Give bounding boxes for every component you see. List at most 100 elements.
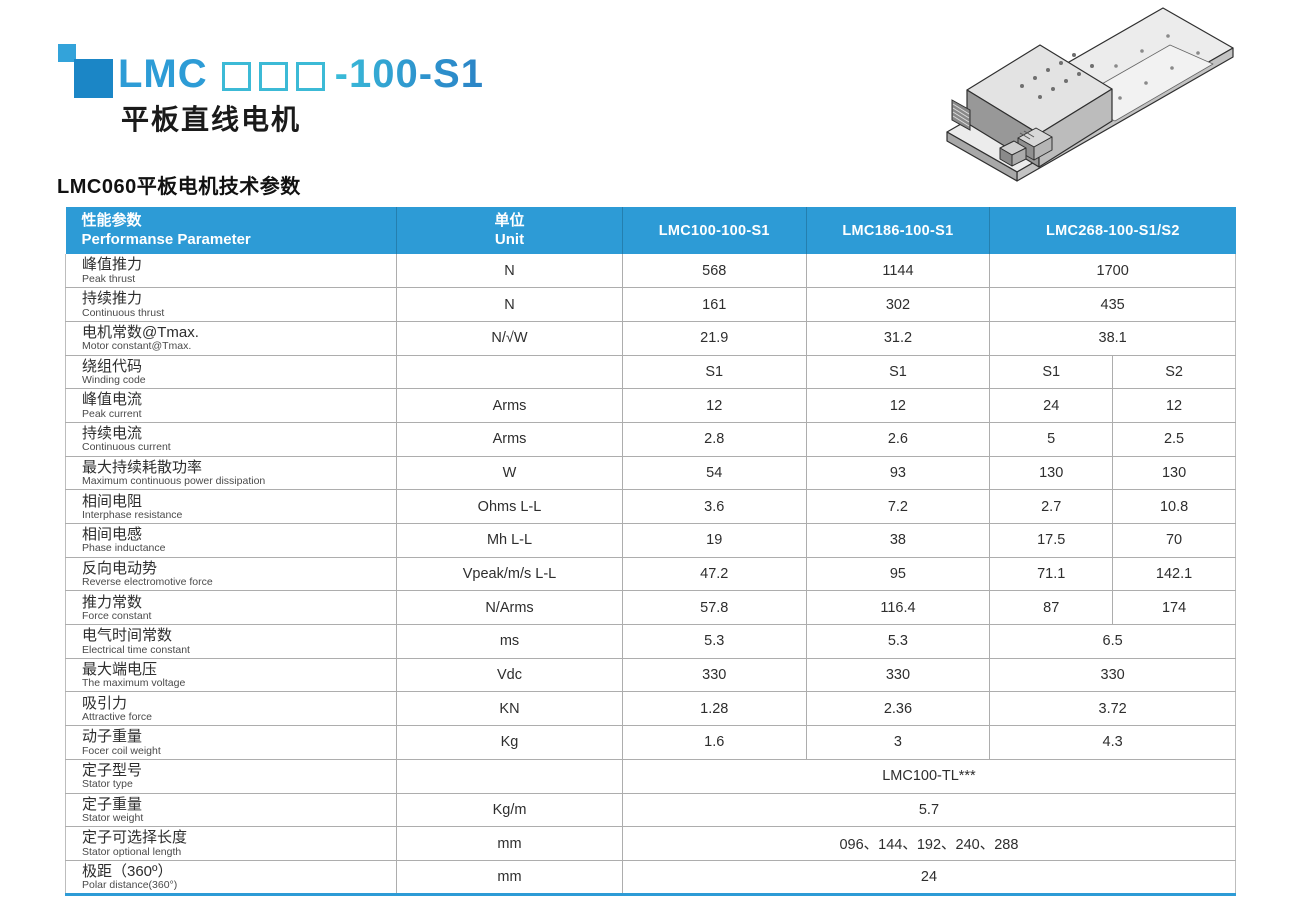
parameter-label-zh: 绕组代码 xyxy=(82,357,143,375)
table-row: 电机常数@Tmax. Motor constant@Tmax. N/√W 21.9 31… xyxy=(64,321,1236,356)
table-row: 吸引力 Attractive force KN 1.28 2.36 3.72 xyxy=(64,691,1236,727)
value-cell: 2.5 xyxy=(1112,422,1236,457)
value-cell: 2.7 xyxy=(989,489,1114,524)
parameter-cell: 绕组代码 Winding code xyxy=(64,355,398,390)
parameter-label-en: Force constant xyxy=(82,609,152,622)
unit-cell: KN xyxy=(396,691,623,727)
parameter-cell: 定子重量 Stator weight xyxy=(64,793,398,828)
value-cell: 38 xyxy=(805,523,991,558)
value-cell: 31.2 xyxy=(805,321,991,356)
unit-cell: W xyxy=(396,456,623,491)
parameter-label-zh: 定子重量 xyxy=(82,795,143,813)
product-subtitle: 平板直线电机 xyxy=(121,104,302,135)
parameter-cell: 持续推力 Continuous thrust xyxy=(64,287,398,322)
header-model-lmc186: LMC186-100-S1 xyxy=(805,207,990,254)
unit-cell: ms xyxy=(396,624,623,659)
table-row: 电气时间常数 Electrical time constant ms 5.3 5.3 6.… xyxy=(64,624,1236,659)
model-placeholder-box-icon xyxy=(258,61,288,91)
table-row: 持续电流 Continuous current Arms 2.8 2.6 5 2.5 xyxy=(64,422,1236,457)
product-title: LMC -100-S1 xyxy=(118,48,484,100)
table-row: 持续推力 Continuous thrust N 161 302 435 xyxy=(64,287,1236,322)
parameter-label-en: Winding code xyxy=(82,374,146,387)
value-cell: 3.72 xyxy=(989,691,1236,727)
logo-large-square xyxy=(74,59,113,98)
value-cell: 21.9 xyxy=(621,321,807,356)
header-unit-zh: 单位 xyxy=(494,211,525,229)
parameter-label-zh: 反向电动势 xyxy=(82,559,158,577)
unit-cell: N xyxy=(396,287,623,322)
parameter-label-zh: 相间电感 xyxy=(82,526,143,544)
value-cell: 174 xyxy=(1112,590,1236,626)
parameter-label-en: Attractive force xyxy=(82,710,153,723)
value-cell: 3 xyxy=(805,725,991,760)
header-parameter-zh: 性能参数 xyxy=(81,211,142,229)
parameter-label-en: Continuous current xyxy=(82,441,171,454)
parameter-label-zh: 动子重量 xyxy=(82,728,143,746)
parameter-label-zh: 峰值推力 xyxy=(82,256,143,274)
value-cell: S1 xyxy=(621,355,807,390)
parameter-label-zh: 持续推力 xyxy=(82,290,143,308)
value-cell: 2.36 xyxy=(805,691,991,727)
parameter-cell: 极距（360º） Polar distance(360°) xyxy=(64,860,398,896)
parameter-cell: 推力常数 Force constant xyxy=(64,590,398,626)
spec-table-container: 性能参数 Performanse Parameter 单位 Unit LMC10… xyxy=(64,207,1237,897)
value-cell: 5.3 xyxy=(805,624,991,659)
header-parameter: 性能参数 Performanse Parameter xyxy=(65,207,397,254)
parameter-label-en: Focer coil weight xyxy=(82,744,161,757)
parameter-label-zh: 峰值电流 xyxy=(82,391,143,409)
table-row: 绕组代码 Winding code S1 S1 S1 S2 xyxy=(64,355,1236,390)
value-cell: 57.8 xyxy=(621,590,807,626)
value-cell: 568 xyxy=(621,254,807,289)
value-cell: 1.6 xyxy=(621,725,807,760)
unit-cell: Vdc xyxy=(396,658,623,693)
unit-cell: N xyxy=(396,254,623,289)
model-placeholder-box-icon xyxy=(221,61,251,91)
parameter-cell: 定子可选择长度 Stator optional length xyxy=(64,826,398,861)
value-cell: 1.28 xyxy=(621,691,807,727)
parameter-label-en: Peak current xyxy=(82,407,142,420)
value-cell: 38.1 xyxy=(989,321,1236,356)
parameter-label-en: Continuous thrust xyxy=(82,306,165,319)
unit-cell xyxy=(396,355,623,390)
parameter-cell: 峰值推力 Peak thrust xyxy=(64,254,398,289)
parameter-cell: 吸引力 Attractive force xyxy=(64,691,398,727)
value-cell: 19 xyxy=(621,523,807,558)
value-cell: S1 xyxy=(989,355,1114,390)
table-row: 相间电感 Phase inductance Mh L-L 19 38 17.5 70 xyxy=(64,523,1236,558)
parameter-label-en: Electrical time constant xyxy=(82,643,190,656)
parameter-label-zh: 电机常数@Tmax. xyxy=(82,324,199,342)
parameter-cell: 相间电感 Phase inductance xyxy=(64,523,398,558)
unit-cell: N/√W xyxy=(396,321,623,356)
parameter-cell: 相间电阻 Interphase resistance xyxy=(64,489,398,524)
value-cell: 130 xyxy=(1112,456,1236,491)
value-cell: 47.2 xyxy=(621,557,807,592)
value-cell: 161 xyxy=(621,287,807,322)
unit-cell: Arms xyxy=(396,422,623,457)
value-cell: 1144 xyxy=(805,254,991,289)
product-title-prefix: LMC xyxy=(118,51,208,96)
value-cell: 2.6 xyxy=(805,422,991,457)
model-placeholder-box-icon xyxy=(295,61,325,91)
table-row: 定子可选择长度 Stator optional length mm 096、144、1… xyxy=(64,826,1237,861)
table-row: 极距（360º） Polar distance(360°) mm 24 xyxy=(64,860,1237,896)
table-header-row: 性能参数 Performanse Parameter 单位 Unit LMC10… xyxy=(65,207,1236,254)
parameter-label-en: Reverse electromotive force xyxy=(82,576,213,589)
table-row: 相间电阻 Interphase resistance Ohms L-L 3.6 7.2 2… xyxy=(64,489,1236,524)
table-row: 峰值电流 Peak current Arms 12 12 24 12 xyxy=(64,388,1236,423)
parameter-cell: 电机常数@Tmax. Motor constant@Tmax. xyxy=(64,321,398,356)
parameter-label-zh: 最大持续耗散功率 xyxy=(82,458,203,476)
unit-cell xyxy=(396,759,623,794)
unit-cell: mm xyxy=(396,826,623,861)
value-cell: 12 xyxy=(621,388,807,423)
parameter-label-zh: 持续电流 xyxy=(82,425,143,443)
value-cell: LMC100-TL*** xyxy=(621,759,1237,794)
value-cell: 54 xyxy=(621,456,807,491)
unit-cell: Arms xyxy=(396,388,623,423)
table-row: 峰值推力 Peak thrust N 568 1144 1700 xyxy=(64,254,1236,289)
table-row: 动子重量 Focer coil weight Kg 1.6 3 4.3 xyxy=(64,725,1236,760)
parameter-label-zh: 极距（360º） xyxy=(82,862,173,880)
parameter-cell: 持续电流 Continuous current xyxy=(64,422,398,457)
parameter-label-zh: 吸引力 xyxy=(82,694,128,712)
value-cell: 116.4 xyxy=(805,590,991,626)
